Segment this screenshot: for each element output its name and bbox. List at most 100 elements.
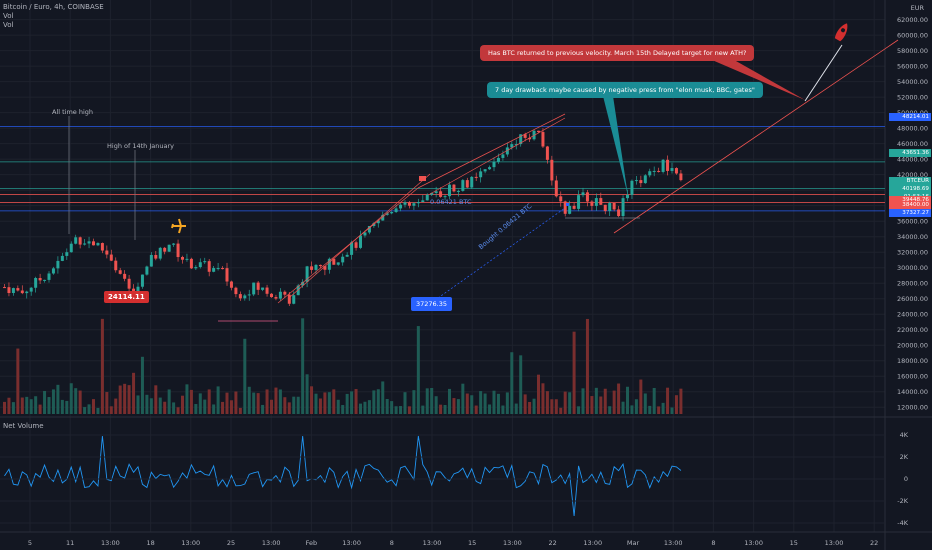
volume-bar	[3, 401, 6, 414]
price-tick-label: 20000.00	[897, 342, 928, 350]
volume-bar	[314, 393, 318, 414]
volume-bar	[114, 398, 118, 414]
candle-body	[305, 266, 309, 282]
candle-body	[278, 291, 282, 299]
volume-bar	[359, 403, 362, 414]
volume-bar	[167, 389, 171, 414]
volume-bar	[92, 399, 95, 414]
candle-body	[674, 168, 678, 174]
price-tick-label: 26000.00	[897, 295, 928, 303]
candle-body	[34, 278, 38, 288]
volume-bar	[78, 390, 82, 414]
volume-bar	[492, 390, 496, 414]
volume-bar	[252, 392, 256, 414]
price-tag: 43651.36	[889, 149, 931, 157]
callout-pointer	[712, 52, 805, 100]
candle-body	[176, 243, 180, 258]
candle-body	[434, 191, 438, 193]
candle-body	[132, 288, 136, 293]
candle-body	[519, 134, 523, 145]
callout-teal[interactable]: 7 day drawback maybe caused by negative …	[487, 82, 763, 98]
volume-bar	[594, 387, 598, 414]
volume-bar	[541, 383, 545, 414]
volume-bar	[634, 399, 638, 414]
price-tick-label: 28000.00	[897, 280, 928, 288]
candle-body	[118, 270, 122, 274]
volume-bar	[363, 401, 367, 414]
volume-bar	[11, 402, 15, 414]
candle-body	[109, 254, 113, 261]
buy-label-short: 0.06421 BTC	[430, 198, 472, 206]
volume-bar	[332, 389, 336, 414]
price-tick-label: 46000.00	[897, 140, 928, 148]
volume-bar	[381, 381, 385, 414]
net-volume-label: Net Volume	[3, 422, 44, 430]
net-volume-tick-label: -2K	[897, 497, 908, 505]
volume-bar	[621, 401, 625, 414]
candle-body	[7, 287, 11, 294]
price-tick-label: 44000.00	[897, 156, 928, 164]
volume-bar	[123, 383, 127, 414]
candle-body	[3, 287, 6, 289]
volume-bar	[657, 406, 661, 414]
candle-body	[123, 273, 127, 279]
volume-bar	[194, 404, 198, 414]
candle-body	[599, 198, 603, 205]
volume-bar	[430, 388, 434, 414]
price-tick-label: 60000.00	[897, 32, 928, 40]
channel-line	[289, 173, 431, 298]
time-tick-label: 13:00	[423, 539, 442, 547]
volume-bar	[60, 399, 64, 414]
candle-body	[399, 204, 403, 209]
candle-body	[11, 288, 15, 294]
candle-body	[514, 144, 518, 146]
candle-body	[114, 260, 118, 271]
candle-body	[167, 244, 171, 252]
candle-body	[100, 243, 104, 251]
time-tick-label: 5	[28, 539, 32, 547]
volume-bar	[652, 387, 656, 414]
volume-bar	[523, 394, 527, 414]
volume-bar	[581, 388, 585, 414]
time-tick-label: 15	[468, 539, 476, 547]
time-tick-label: 18	[146, 539, 154, 547]
volume-bar	[323, 392, 327, 414]
callout-red[interactable]: Has BTC returned to previous velocity. M…	[480, 45, 755, 61]
time-tick-label: 22	[870, 539, 878, 547]
volume-bar	[189, 389, 193, 414]
volume-bar	[399, 406, 403, 414]
volume-bar	[532, 398, 536, 414]
buy-marker	[566, 203, 569, 206]
candle-body	[479, 171, 483, 178]
candle-body	[568, 205, 572, 214]
volume-bar	[496, 393, 500, 414]
price-tick-label: 32000.00	[897, 249, 928, 257]
time-axis[interactable]: 5 11 13:00 18 13:00 25 13:00 Feb 13:00 8 13:00 15 13…	[28, 539, 878, 547]
net-volume-tick-label: -4K	[897, 519, 908, 527]
volume-bar	[599, 396, 603, 414]
price-tick-label: 24000.00	[897, 311, 928, 319]
volume-bar	[585, 318, 589, 414]
candle-body	[172, 243, 176, 245]
time-tick-label: 15	[790, 539, 798, 547]
volume-bar	[643, 393, 647, 414]
candle-body	[403, 202, 407, 205]
time-tick-label: 13:00	[503, 539, 522, 547]
candle-body	[336, 262, 340, 265]
volume-label: Vol	[3, 12, 14, 20]
time-tick-label: 11	[66, 539, 74, 547]
candle-body	[198, 262, 202, 268]
volume-bar	[608, 406, 612, 414]
price-tick-label: 52000.00	[897, 94, 928, 102]
candle-body	[216, 268, 220, 270]
candle-body	[416, 202, 420, 204]
candle-body	[185, 258, 189, 260]
volume-bar	[265, 389, 269, 414]
candle-body	[572, 205, 576, 209]
candle-body	[318, 264, 322, 267]
volume-bar	[136, 395, 140, 414]
volume-bar	[118, 385, 122, 414]
volume-bar	[243, 338, 247, 414]
candle-body	[20, 290, 24, 294]
